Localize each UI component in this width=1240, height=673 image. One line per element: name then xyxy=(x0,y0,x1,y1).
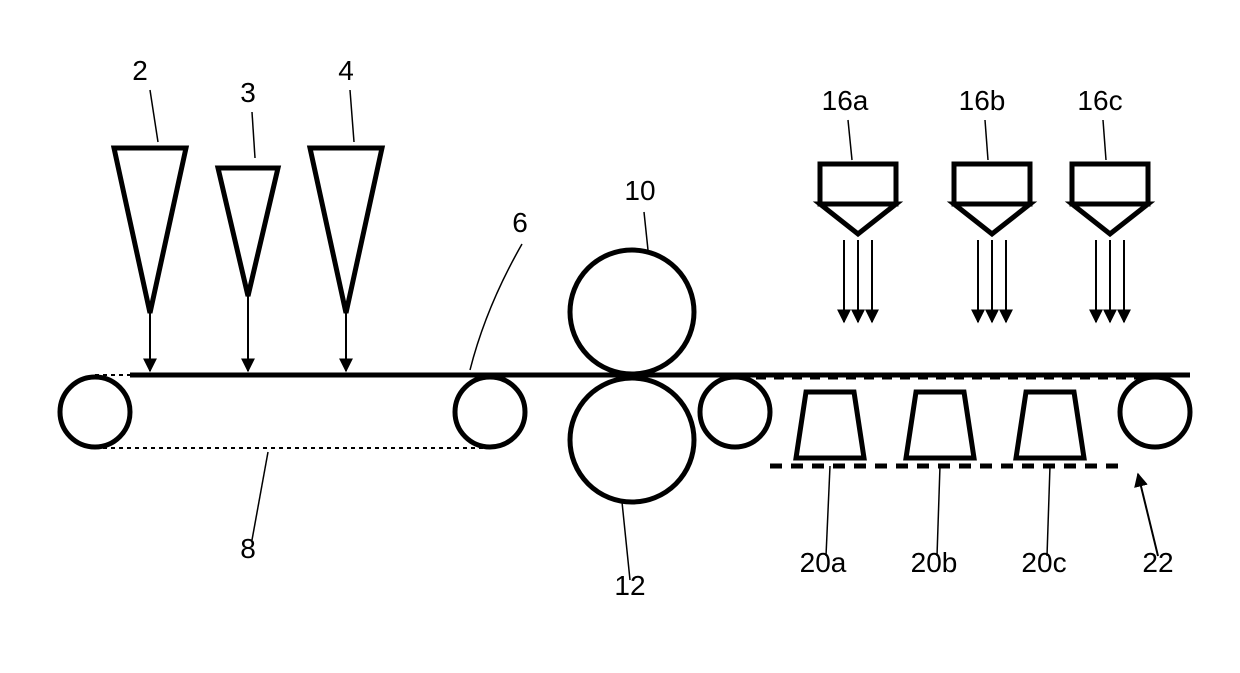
label-16a-leader xyxy=(848,120,852,160)
dryer-16a-nozzle xyxy=(820,204,896,234)
hopper-4 xyxy=(310,148,382,313)
roller-12 xyxy=(570,378,694,502)
collector-20b xyxy=(906,392,974,458)
hopper-2 xyxy=(114,148,186,313)
label-16b-leader xyxy=(985,120,988,160)
label-8-leader xyxy=(252,452,268,540)
label-2-leader xyxy=(150,90,158,142)
dryer-16b-nozzle xyxy=(954,204,1030,234)
dryer-16c-nozzle xyxy=(1072,204,1148,234)
label-22-leader xyxy=(1138,474,1158,556)
label-16b: 16b xyxy=(959,85,1006,116)
collector-20c xyxy=(1016,392,1084,458)
label-20a-leader xyxy=(826,466,830,556)
label-20c-leader xyxy=(1047,466,1050,556)
dryer-16c-body xyxy=(1072,164,1148,204)
label-8: 8 xyxy=(240,533,256,564)
label-16a: 16a xyxy=(822,85,869,116)
label-16c-leader xyxy=(1103,120,1106,160)
label-4-leader xyxy=(350,90,354,142)
label-22: 22 xyxy=(1142,547,1173,578)
collector-20a xyxy=(796,392,864,458)
dryer-16a-body xyxy=(820,164,896,204)
label-2: 2 xyxy=(132,55,148,86)
label-3: 3 xyxy=(240,77,256,108)
label-20a: 20a xyxy=(800,547,847,578)
conveyor-roller-left xyxy=(60,377,130,447)
label-6: 6 xyxy=(512,207,528,238)
label-4: 4 xyxy=(338,55,354,86)
label-20b: 20b xyxy=(911,547,958,578)
label-10-leader xyxy=(644,212,648,250)
label-3-leader xyxy=(252,112,255,158)
label-16c: 16c xyxy=(1077,85,1122,116)
label-12-leader xyxy=(622,502,630,580)
roller-10 xyxy=(570,250,694,374)
hopper-3 xyxy=(218,168,278,296)
roller-small-right xyxy=(700,377,770,447)
label-20c: 20c xyxy=(1021,547,1066,578)
label-20b-leader xyxy=(937,466,940,556)
roller-far-right xyxy=(1120,377,1190,447)
label-10: 10 xyxy=(624,175,655,206)
label-6-leader xyxy=(470,244,522,370)
dryer-16b-body xyxy=(954,164,1030,204)
conveyor-roller-right xyxy=(455,377,525,447)
label-12: 12 xyxy=(614,570,645,601)
